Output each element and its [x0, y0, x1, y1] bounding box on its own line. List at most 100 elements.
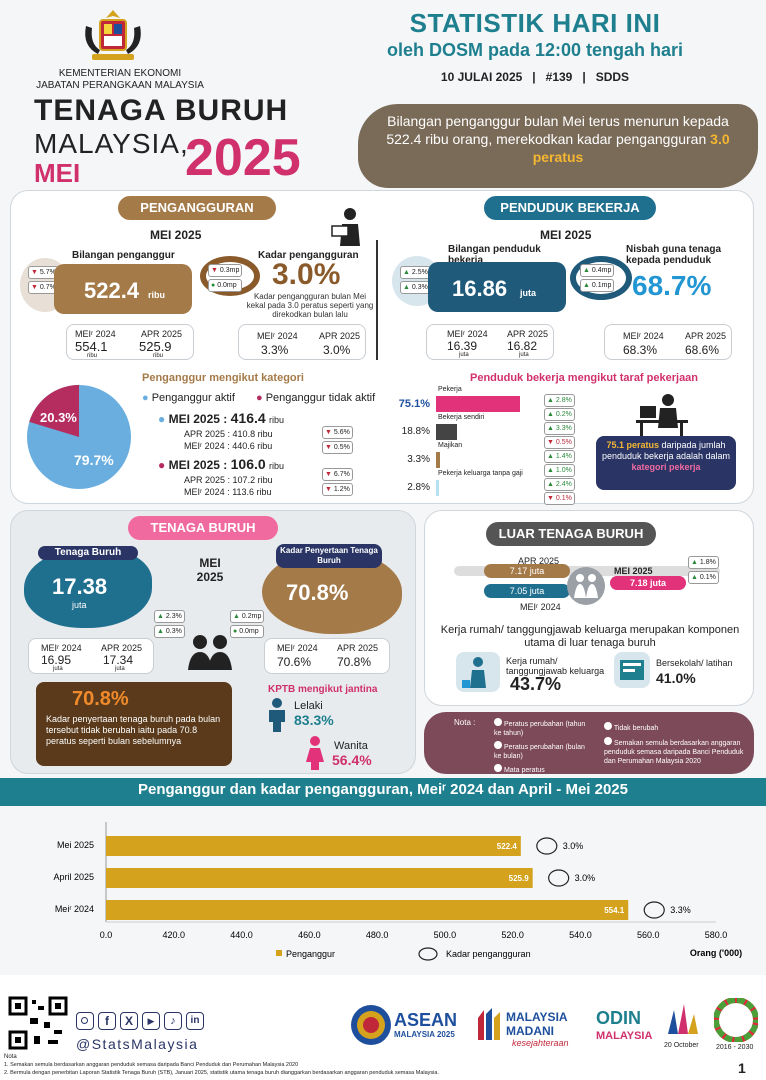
- footer-note-title: Nota: [4, 1054, 17, 1060]
- tb-yoy-badge: ▲ 0.3%: [154, 625, 185, 638]
- rate-yoy-badge: ● 0.0mp: [208, 279, 243, 292]
- youtube-icon[interactable]: ▶: [142, 1012, 160, 1030]
- nota-item: Mata peratus: [494, 764, 594, 775]
- school-icon: [614, 652, 650, 688]
- nota-panel: [424, 712, 754, 774]
- kategori-title: Penganggur mengikut kategori: [142, 372, 304, 384]
- nota-item: Peratus perubahan (tahun ke tahun): [494, 718, 594, 738]
- taraf-bar: [436, 396, 520, 412]
- taraf-pct: 3.3%: [407, 454, 430, 465]
- rate-label: Kadar pengangguran: [258, 250, 359, 261]
- taraf-label: Pekerja: [438, 386, 462, 393]
- pb-count-compare: MEIʳ 2024 16.39 juta APR 2025 16.82 juta: [426, 324, 554, 360]
- pb-mom-badge: ▲ 0.3%: [400, 281, 431, 294]
- legend-rate-icon: [418, 947, 438, 961]
- luar-badge-1: ▲ 1.8%: [688, 556, 719, 569]
- nota-list-right: Tidak berubah Semakan semula berdasarkan…: [604, 722, 744, 766]
- x-tick-label: 500.0: [434, 930, 457, 940]
- cmp-value: 70.8%: [337, 655, 372, 669]
- nota-item: Peratus perubahan (bulan ke bulan): [494, 741, 594, 761]
- legend-swatch: [276, 950, 282, 956]
- cmp-label: MEIʳ 2024: [257, 331, 298, 341]
- legend-inactive: ● Penganggur tidak aktif: [256, 392, 376, 404]
- x-axis-label: Orang ('000): [690, 948, 742, 958]
- legend-label: Penganggur: [286, 949, 335, 959]
- hero-title-line1: TENAGA BURUH: [34, 94, 289, 127]
- pengangguran-period: MEI 2025: [150, 228, 202, 242]
- asean-logo: [351, 1005, 391, 1045]
- cmp-label: MEIʳ 2024: [41, 643, 82, 653]
- instagram-icon[interactable]: [76, 1012, 94, 1030]
- pb-count-unit: juta: [520, 288, 537, 298]
- x-tick-label: 580.0: [705, 930, 728, 940]
- active-block: ● MEI 2025 : 416.4 ribu APR 2025 : 410.8…: [158, 410, 285, 451]
- ratio-yoy-badge: ▲ 0.1mp: [580, 279, 615, 292]
- kpt-mom-badge: ▲ 0.2mp: [230, 610, 265, 623]
- x-tick-label: 440.0: [230, 930, 253, 940]
- pie-label-active: 79.7%: [74, 452, 114, 468]
- chart-title: Penganggur dan kadar pengangguran, Meiʳ …: [137, 781, 628, 798]
- madani-tagline: kesejahteraan: [512, 1038, 569, 1048]
- footer-note-1: 1. Semakan semula berdasarkan anggaran p…: [4, 1062, 299, 1068]
- stat-title: STATISTIK HARI INI: [409, 8, 661, 38]
- pb-period: MEI 2025: [540, 228, 592, 242]
- cmp-label: MEIʳ 2024: [277, 643, 318, 653]
- rate-icon: [643, 901, 665, 919]
- school-label: Bersekolah/ latihan: [656, 658, 733, 668]
- page-number: 1: [738, 1060, 746, 1076]
- cmp-label: APR 2025: [319, 331, 361, 341]
- taraf-label: Bekerja sendiri: [438, 414, 485, 421]
- madani-logo: [478, 1008, 500, 1040]
- linkedin-icon[interactable]: in: [186, 1012, 204, 1030]
- count-unit: ribu: [148, 290, 165, 300]
- x-tick-label: 420.0: [163, 930, 186, 940]
- taraf-badge: ▲ 2.4%: [544, 478, 575, 491]
- tenaga-buruh-pill: TENAGA BURUH: [128, 516, 278, 540]
- taraf-badge: ▲ 2.8%: [544, 394, 575, 407]
- taraf-callout-text: 75.1 peratus daripada jumlah penduduk be…: [601, 440, 731, 472]
- kpt-label: Kadar Penyertaan Tenaga Buruh: [276, 544, 382, 568]
- tb-unit: juta: [72, 600, 87, 610]
- social-handle[interactable]: @StatsMalaysia: [76, 1036, 199, 1052]
- tiktok-icon[interactable]: ♪: [164, 1012, 182, 1030]
- release-date-line: 10 JULAI 2025 | #139 | SDDS: [440, 70, 630, 84]
- mom-badge: ▼ 0.7%: [28, 281, 59, 294]
- count-box: 522.4 ribu: [54, 264, 192, 314]
- count-value: 522.4: [84, 278, 140, 303]
- x-tick-label: 560.0: [637, 930, 660, 940]
- inactive-block: ● MEI 2025 : 106.0 ribu APR 2025 : 107.2…: [158, 456, 285, 497]
- statistics-day-logo: [668, 1004, 698, 1034]
- female-label: Wanita: [334, 740, 368, 752]
- ratio-compare: MEIʳ 2024 68.3% APR 2025 68.6%: [604, 324, 732, 360]
- luar-mei25-bar: 7.18 juta: [610, 576, 686, 590]
- qr-code[interactable]: [8, 996, 68, 1050]
- odin-logo: ODIN: [596, 1008, 641, 1028]
- odin-sub: MALAYSIA: [596, 1030, 653, 1042]
- job-seeker-icon: [331, 208, 360, 246]
- unemployment-bar-chart: Mei 2025 522.4 3.0% April 2025 525.9 3.0% Meiʳ…: [53, 822, 742, 961]
- taraf-badge: ▼ 0.5%: [544, 436, 575, 449]
- coat-of-arms-logo: [85, 10, 141, 60]
- nota-item: Tidak berubah: [604, 722, 744, 733]
- cmp-value: 3.3%: [261, 343, 289, 357]
- cmp-value: 3.0%: [323, 343, 351, 357]
- x-icon[interactable]: X: [120, 1012, 138, 1030]
- nota-list-left: Peratus perubahan (tahun ke tahun) Perat…: [494, 718, 594, 775]
- cmp-label: APR 2025: [101, 643, 143, 653]
- kpt-value: 70.8%: [286, 580, 349, 605]
- cmp-unit: juta: [53, 666, 63, 672]
- nota-item: Semakan semula berdasarkan anggaran pend…: [604, 737, 744, 766]
- asean-text: ASEAN: [394, 1010, 458, 1030]
- active-badge-1: ▼ 5.6%: [322, 426, 353, 439]
- kpt-yoy-badge: ● 0.0mp: [230, 625, 265, 638]
- facebook-icon[interactable]: f: [98, 1012, 116, 1030]
- hero-title-line3: MEI: [34, 158, 81, 188]
- pie-slice-inactive: [29, 385, 79, 437]
- female-value: 56.4%: [332, 752, 372, 768]
- category-label: Mei 2025: [57, 840, 94, 850]
- cmp-label: MEIʳ 2024: [447, 329, 488, 339]
- footer-note-2: 2. Bermula dengan penerbitan Laporan Sta…: [4, 1070, 439, 1076]
- rate-note: Kadar pengangguran bulan Mei kekal pada …: [246, 292, 374, 319]
- taraf-callout: [596, 436, 736, 490]
- x-tick-label: 460.0: [298, 930, 321, 940]
